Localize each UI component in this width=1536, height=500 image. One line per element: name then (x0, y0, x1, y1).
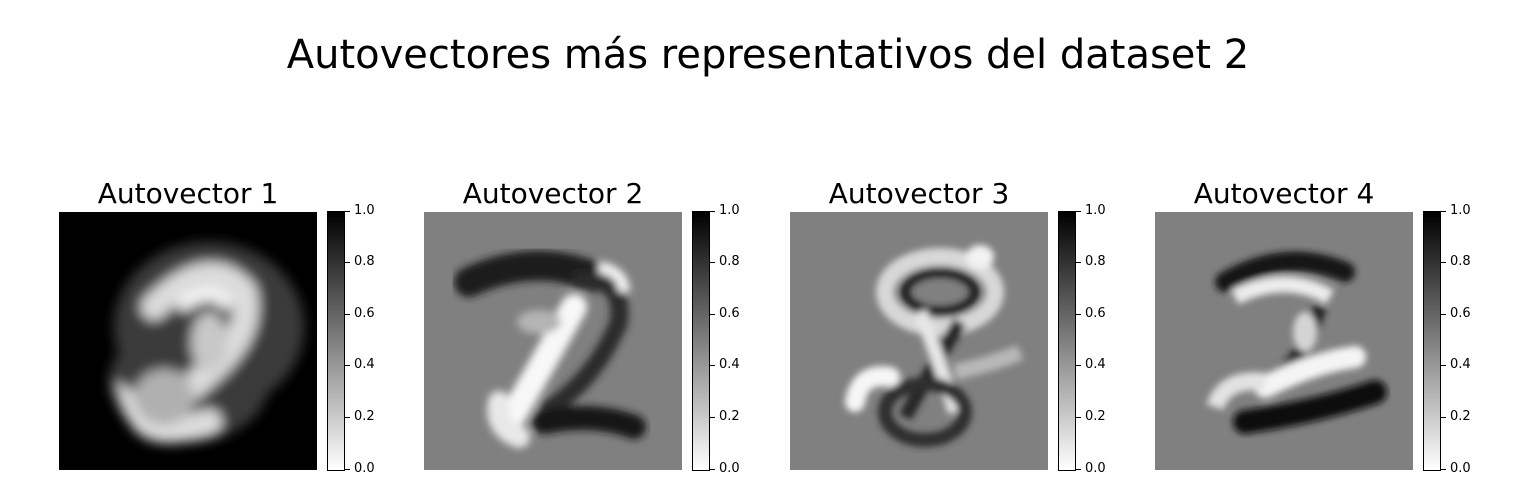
tick-label: 1.0 (1450, 203, 1471, 218)
tick-label: 1.0 (719, 203, 740, 218)
tick-label: 0.8 (1085, 254, 1106, 269)
tick-label: 1.0 (1085, 203, 1106, 218)
tick-label: 1.0 (354, 203, 375, 218)
tick-label: 0.4 (1085, 357, 1106, 372)
tick-label: 0.4 (354, 357, 375, 372)
tick-label: 0.2 (719, 409, 740, 424)
tick-label: 0.6 (354, 306, 375, 321)
tick-label: 0.0 (1450, 461, 1471, 476)
colorbar-ticks: 1.0 0.8 0.6 0.4 0.2 0.0 (345, 203, 405, 476)
tick-label: 0.6 (719, 306, 740, 321)
tick-label: 0.0 (1085, 461, 1106, 476)
panel-title: Autovector 2 (462, 177, 644, 210)
eigenvector-image (790, 212, 1048, 470)
eigenvector-image (1155, 212, 1413, 470)
eigenvector-image-svg (845, 245, 1024, 447)
eigenvector-image-svg (454, 250, 646, 448)
panel-title: Autovector 4 (1193, 177, 1375, 210)
tick-label: 0.4 (1450, 357, 1471, 372)
tick-label: 0.0 (354, 461, 375, 476)
tick-label: 0.0 (719, 461, 740, 476)
tick-label: 0.8 (1450, 254, 1471, 269)
tick-label: 0.8 (719, 254, 740, 269)
colorbar (1058, 211, 1076, 471)
chart-panel-4: Autovector 4 1.0 0.8 0.6 0.4 0.2 0.0 (1155, 172, 1515, 482)
tick-label: 0.6 (1085, 306, 1106, 321)
colorbar (327, 211, 345, 471)
colorbar (692, 211, 710, 471)
colorbar (1423, 211, 1441, 471)
panel-title: Autovector 3 (828, 177, 1010, 210)
eigenvector-image (59, 212, 317, 470)
eigenvector-image (424, 212, 682, 470)
tick-label: 0.6 (1450, 306, 1471, 321)
chart-panel-3: Autovector 3 1.0 0.8 0.6 0.4 0.2 0.0 (790, 172, 1150, 482)
eigenvector-image-svg (109, 242, 304, 443)
eigenvector-image-svg (1206, 251, 1387, 434)
colorbar-ticks: 1.0 0.8 0.6 0.4 0.2 0.0 (710, 203, 770, 476)
figure-title: Autovectores más representativos del dat… (286, 32, 1250, 78)
panel-title: Autovector 1 (97, 177, 279, 210)
chart-panel-1: Autovector 1 1.0 0.8 0.6 0.4 0.2 0.0 (59, 172, 419, 482)
colorbar-ticks: 1.0 0.8 0.6 0.4 0.2 0.0 (1441, 203, 1501, 476)
tick-label: 0.2 (1450, 409, 1471, 424)
tick-label: 0.2 (354, 409, 375, 424)
tick-label: 0.4 (719, 357, 740, 372)
tick-label: 0.8 (354, 254, 375, 269)
chart-panel-2: Autovector 2 1.0 0.8 0.6 0.4 0.2 0.0 (424, 172, 784, 482)
colorbar-ticks: 1.0 0.8 0.6 0.4 0.2 0.0 (1076, 203, 1136, 476)
tick-label: 0.2 (1085, 409, 1106, 424)
